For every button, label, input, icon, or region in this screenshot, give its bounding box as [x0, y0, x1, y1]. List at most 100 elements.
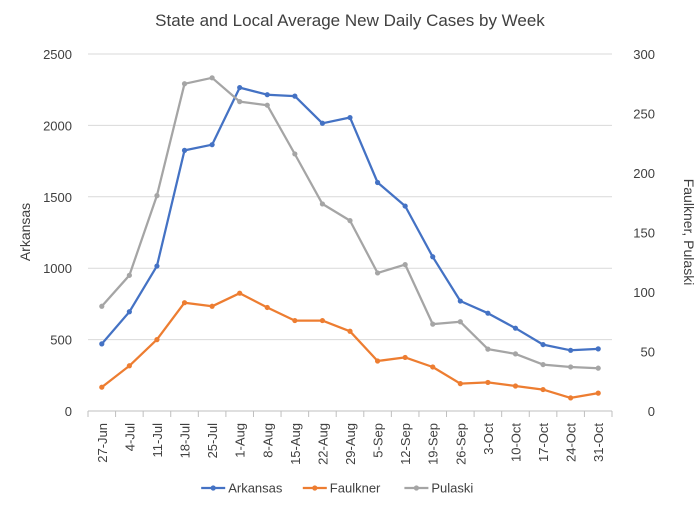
left-tick-label: 500: [50, 333, 72, 348]
faulkner-point: [99, 384, 105, 390]
x-tick-label: 19-Sep: [426, 423, 441, 465]
faulkner-point: [154, 337, 160, 343]
right-tick-label: 100: [633, 285, 655, 300]
x-tick-label: 29-Aug: [343, 423, 358, 465]
arkansas-point: [237, 84, 243, 91]
x-tick-label: 5-Sep: [371, 423, 386, 458]
x-tick-label: 17-Oct: [536, 423, 551, 462]
x-tick-label: 24-Oct: [564, 423, 579, 462]
pulaski-point: [457, 319, 463, 325]
x-tick-label: 11-Jul: [150, 423, 165, 458]
faulkner-point: [126, 363, 132, 369]
pulaski-point: [292, 151, 298, 157]
faulkner-point: [292, 317, 298, 324]
faulkner-point: [319, 317, 326, 324]
right-tick-label: 300: [633, 47, 655, 62]
left-tick-label: 0: [65, 404, 72, 419]
arkansas-point: [457, 298, 463, 304]
pulaski-point: [237, 99, 243, 105]
pulaski-point: [568, 364, 574, 370]
faulkner-point: [374, 358, 381, 364]
legend-swatch-marker: [413, 485, 419, 491]
legend-swatch-marker: [312, 485, 318, 491]
legend-item-pulaski: Pulaski: [404, 481, 473, 496]
legend-label: Arkansas: [228, 481, 283, 496]
faulkner-point: [347, 328, 353, 334]
left-axis-title: Arkansas: [17, 203, 33, 261]
pulaski-point: [374, 270, 381, 276]
arkansas-point: [485, 310, 491, 316]
x-tick-label: 8-Aug: [260, 423, 275, 458]
arkansas-point: [154, 263, 160, 269]
faulkner-point: [402, 354, 408, 361]
x-tick-label: 18-Jul: [178, 423, 193, 459]
series-pulaski: [99, 75, 601, 371]
faulkner-point: [568, 395, 574, 401]
arkansas-point: [430, 254, 436, 260]
pulaski-point: [540, 361, 546, 368]
faulkner-point: [485, 379, 491, 386]
arkansas-point: [126, 309, 132, 315]
x-tick-label: 26-Sep: [453, 423, 468, 465]
pulaski-point: [402, 262, 408, 268]
x-tick-label: 15-Aug: [288, 423, 303, 465]
arkansas-point: [374, 179, 381, 186]
left-tick-label: 2000: [43, 118, 72, 133]
faulkner-point: [430, 364, 436, 370]
faulkner-point: [237, 290, 243, 296]
faulkner-point: [540, 386, 546, 393]
arkansas-point: [512, 325, 519, 331]
arkansas-point: [595, 346, 601, 352]
x-tick-label: 22-Aug: [315, 423, 330, 465]
faulkner-point: [512, 383, 519, 389]
x-tick-label: 1-Aug: [233, 423, 248, 458]
legend-item-arkansas: Arkansas: [201, 481, 283, 496]
x-tick-label: 4-Jul: [122, 423, 137, 451]
pulaski-point: [154, 193, 160, 199]
x-tick-label: 27-Jun: [95, 423, 110, 463]
pulaski-point: [264, 102, 270, 108]
x-tick-label: 31-Oct: [591, 423, 606, 462]
right-tick-label: 50: [641, 345, 655, 360]
left-tick-label: 2500: [43, 47, 72, 62]
pulaski-point: [485, 346, 491, 352]
legend-label: Pulaski: [431, 481, 473, 496]
arkansas-point: [347, 114, 353, 121]
arkansas-point: [319, 120, 326, 126]
legend-swatch-marker: [210, 485, 216, 491]
left-tick-label: 1500: [43, 190, 72, 205]
right-tick-label: 0: [648, 404, 655, 419]
legend-item-faulkner: Faulkner: [302, 481, 381, 496]
right-axis-title: Faulkner, Pulaski: [681, 179, 697, 286]
right-axis-ticks: 0 50 100 150 200 250 300: [633, 47, 655, 419]
legend: Arkansas Faulkner Pulaski: [201, 481, 473, 496]
x-tick-label: 12-Sep: [398, 423, 413, 465]
chart-title: State and Local Average New Daily Cases …: [155, 11, 545, 30]
pulaski-point: [595, 365, 601, 371]
pulaski-point: [99, 303, 105, 309]
pulaski-point: [181, 81, 188, 87]
arkansas-point: [209, 142, 215, 148]
left-axis-ticks: 0 500 1000 1500 2000 2500: [43, 47, 72, 419]
faulkner-line: [101, 292, 599, 400]
faulkner-point: [457, 381, 463, 387]
series-group: [99, 75, 601, 401]
faulkner-point: [264, 304, 270, 311]
arkansas-point: [99, 341, 105, 347]
pulaski-point: [512, 351, 519, 357]
pulaski-point: [209, 75, 215, 81]
pulaski-point: [430, 321, 436, 327]
arkansas-point: [402, 203, 408, 209]
pulaski-point: [319, 201, 326, 207]
faulkner-point: [181, 300, 188, 306]
faulkner-point: [209, 303, 215, 309]
x-axis-ticks: 27-Jun 4-Jul 11-Jul 18-Jul 25-Jul 1-Aug 8-Aug 1…: [87, 411, 613, 465]
arkansas-point: [264, 92, 270, 98]
right-tick-label: 200: [633, 166, 655, 181]
right-tick-label: 250: [633, 107, 655, 122]
gridlines: [88, 53, 612, 412]
left-tick-label: 1000: [43, 261, 72, 276]
legend-label: Faulkner: [330, 481, 381, 496]
